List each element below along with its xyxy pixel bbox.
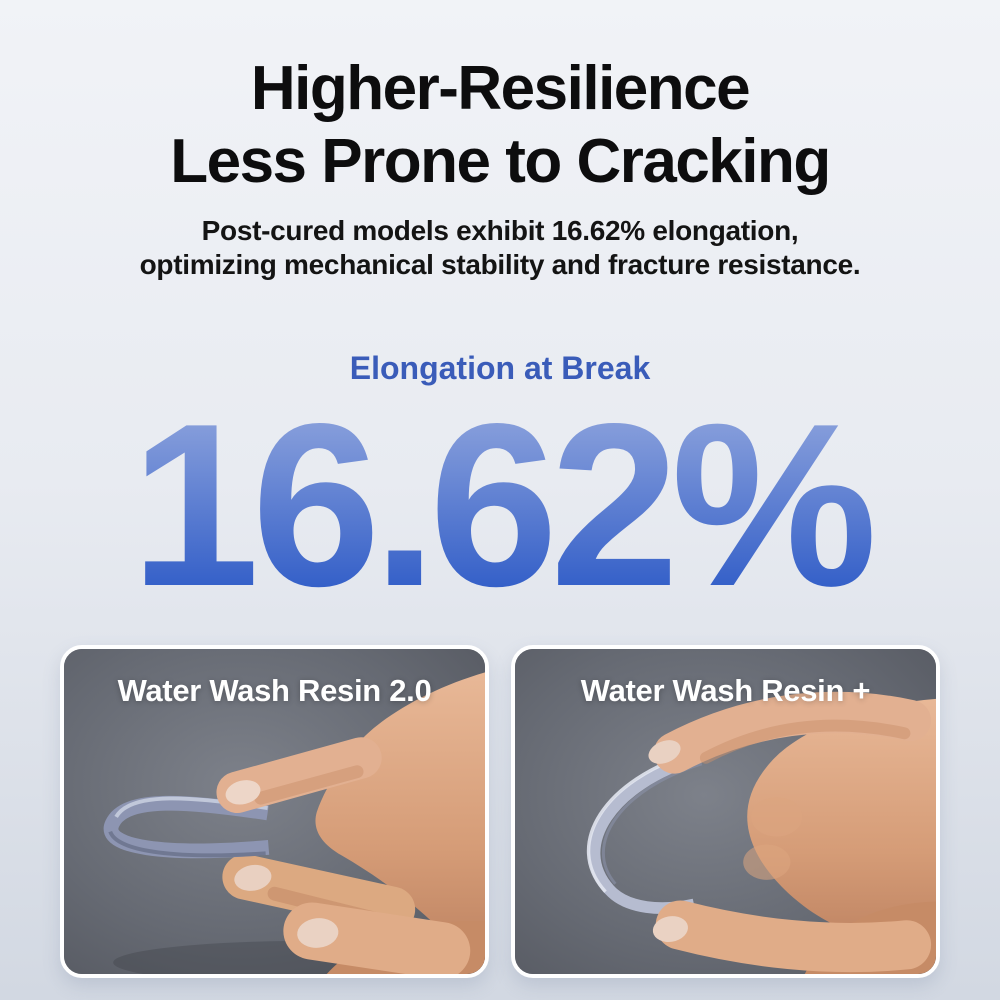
index-finger-shade bbox=[254, 765, 364, 805]
index-finger-nail bbox=[648, 740, 681, 764]
thumb bbox=[655, 900, 932, 973]
middle-finger-nail bbox=[234, 864, 272, 891]
hand-back bbox=[747, 698, 936, 955]
middle-finger bbox=[222, 854, 416, 932]
metric-value: 16.62% bbox=[131, 398, 873, 610]
index-finger-shade bbox=[699, 719, 911, 764]
metric-value-graphic: 16.62% bbox=[131, 398, 881, 610]
page-title: Higher-Resilience Less Prone to Cracking bbox=[0, 52, 1000, 198]
resin-strip-body bbox=[588, 752, 700, 914]
panel-label-left: Water Wash Resin 2.0 bbox=[117, 673, 432, 708]
knuckle-2 bbox=[743, 844, 791, 880]
panel-label-right: Water Wash Resin + bbox=[580, 673, 871, 708]
page-title-line-2: Less Prone to Cracking bbox=[170, 127, 831, 196]
page-title-line-1: Higher-Resilience bbox=[250, 54, 751, 123]
panel-water-wash-resin-2-0: Water Wash Resin 2.0 bbox=[60, 645, 489, 978]
index-finger-group bbox=[216, 737, 382, 813]
subtitle-line-2: optimizing mechanical stability and frac… bbox=[139, 249, 861, 280]
thumb-group bbox=[652, 900, 932, 973]
panel-water-wash-resin-plus: Water Wash Resin + bbox=[511, 645, 940, 978]
comparison-panels: Water Wash Resin 2.0 bbox=[60, 645, 940, 978]
subtitle-line-1: Post-cured models exhibit 16.62% elongat… bbox=[201, 215, 799, 246]
subtitle: Post-cured models exhibit 16.62% elongat… bbox=[0, 214, 1000, 282]
thumb-nail bbox=[297, 918, 339, 948]
index-finger-nail bbox=[225, 780, 261, 805]
resin-strip-body bbox=[103, 795, 270, 859]
resin-strip-shadow-edge bbox=[602, 762, 703, 885]
index-finger bbox=[653, 691, 932, 774]
photo-hand-bending-c-strip bbox=[515, 649, 936, 974]
photo-hand-bending-u-strip bbox=[64, 649, 485, 974]
thumb-nail bbox=[652, 916, 688, 943]
knuckle-1 bbox=[751, 797, 803, 837]
index-finger-group bbox=[648, 691, 932, 774]
metric-label: Elongation at Break bbox=[349, 350, 651, 386]
resin-strip-shadow-edge bbox=[108, 830, 266, 858]
